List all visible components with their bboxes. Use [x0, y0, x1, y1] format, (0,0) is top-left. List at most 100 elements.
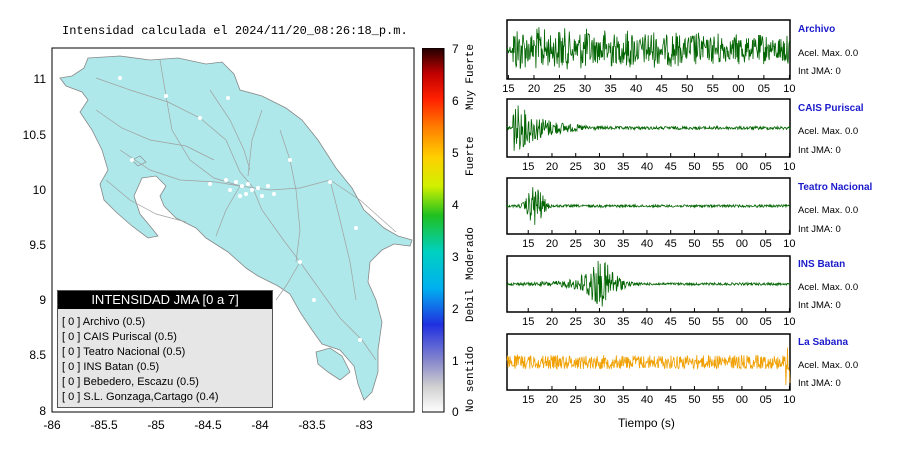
map-xtick: -83: [355, 418, 373, 432]
colorbar-tick: 1: [452, 354, 459, 368]
trace-tick-label: 30: [593, 316, 605, 328]
trace-tick-label: 30: [593, 161, 605, 173]
trace-tick-label: 35: [617, 316, 629, 328]
trace-tick-label: 55: [707, 83, 719, 95]
station-jma: Int JMA: 0: [798, 224, 841, 235]
trace-tick-label: 15: [522, 394, 534, 406]
legend-item: [ 0 ] INS Batan (0.5): [62, 361, 160, 373]
trace-tick-label: 05: [760, 161, 772, 173]
station-name: Teatro Nacional: [798, 182, 873, 193]
trace-tick-label: 20: [528, 83, 540, 95]
station-acel: Acel. Max. 0.0: [798, 282, 859, 293]
station-acel: Acel. Max. 0.0: [798, 205, 859, 216]
waveform-line: [506, 187, 791, 225]
land-polygon: [59, 55, 413, 401]
trace-tick-label: 10: [783, 83, 795, 95]
colorbar-tick: 2: [452, 302, 459, 316]
legend-title: INTENSIDAD JMA [0 a 7]: [58, 291, 272, 309]
trace-tick-label: 55: [712, 161, 724, 173]
map-ytick: 8: [39, 404, 46, 418]
peninsula-osa: [315, 347, 351, 381]
map-ytick: 11: [33, 72, 46, 86]
trace-tick-label: 45: [665, 316, 677, 328]
trace-tick-label: 45: [665, 238, 677, 250]
map-xtick: -83.5: [298, 418, 326, 432]
trace-tick-label: 50: [688, 394, 700, 406]
waveform-line: [506, 260, 791, 307]
trace-tick-label: 10: [783, 161, 795, 173]
trace-tick-label: 35: [617, 394, 629, 406]
intensity-colorbar: [422, 48, 445, 413]
trace-tick-label: 05: [760, 316, 772, 328]
trace-tick-label: 45: [656, 83, 668, 95]
trace-tick-label: 15: [522, 316, 534, 328]
intensity-legend: INTENSIDAD JMA [0 a 7] [ 0 ] Archivo (0.…: [57, 290, 273, 408]
trace-tick-label: 05: [760, 238, 772, 250]
colorbar-tick: 3: [452, 250, 459, 264]
trace-tick-label: 30: [579, 83, 591, 95]
trace-tick-label: 55: [712, 238, 724, 250]
map-ytick: 9.5: [29, 238, 46, 252]
trace-tick-label: 25: [570, 394, 582, 406]
waveform-line: [506, 27, 791, 70]
trace-tick-label: 25: [570, 161, 582, 173]
trace-tick-label: 00: [736, 394, 748, 406]
isla-chira: [131, 155, 147, 167]
costa-rica-land: [59, 55, 413, 401]
legend-item: [ 0 ] CAIS Puriscal (0.5): [62, 331, 177, 343]
waveform-line: [506, 347, 791, 386]
trace-tick-label: 05: [760, 394, 772, 406]
map-ytick: 10.5: [22, 128, 46, 142]
map-ytick: 10: [32, 183, 46, 197]
trace-tick-label: 15: [502, 83, 514, 95]
trace-tick-label: 50: [681, 83, 693, 95]
station-acel: Acel. Max. 0.0: [798, 48, 859, 59]
station-name: Archivo: [798, 24, 836, 35]
map-title: Intensidad calculada el 2024/11/20_08:26…: [62, 24, 408, 38]
station-name: CAIS Puriscal: [798, 103, 864, 114]
station-acel: Acel. Max. 0.0: [798, 360, 859, 371]
trace-tick-label: 45: [665, 161, 677, 173]
map-xtick: -84: [251, 418, 269, 432]
station-name: La Sabana: [798, 337, 849, 348]
time-axis-title: Tiempo (s): [618, 416, 675, 430]
trace-tick-label: 10: [783, 238, 795, 250]
colorbar-tick: 6: [452, 94, 459, 108]
trace-tick-label: 00: [736, 238, 748, 250]
trace-tick-label: 35: [617, 238, 629, 250]
station-jma: Int JMA: 0: [798, 300, 841, 311]
map-xtick: -85.5: [90, 418, 118, 432]
trace-tick-label: 40: [641, 316, 653, 328]
trace-tick-label: 00: [732, 83, 744, 95]
trace-tick-label: 10: [783, 316, 795, 328]
trace-tick-label: 40: [630, 83, 642, 95]
station-jma: Int JMA: 0: [798, 145, 841, 156]
trace-tick-label: 20: [546, 161, 558, 173]
trace-tick-label: 40: [641, 394, 653, 406]
trace-tick-label: 40: [641, 161, 653, 173]
trace-tick-label: 05: [758, 83, 770, 95]
trace-tick-label: 35: [617, 161, 629, 173]
trace-tick-label: 00: [736, 161, 748, 173]
trace-tick-label: 50: [688, 161, 700, 173]
trace-tick-label: 50: [688, 238, 700, 250]
trace-tick-label: 20: [546, 394, 558, 406]
legend-item: [ 0 ] Teatro Nacional (0.5): [62, 346, 186, 358]
trace-tick-label: 25: [553, 83, 565, 95]
legend-item: [ 0 ] Bebedero, Escazu (0.5): [62, 376, 199, 388]
trace-tick-label: 25: [570, 316, 582, 328]
legend-item: [ 0 ] Archivo (0.5): [62, 316, 146, 328]
trace-tick-label: 20: [546, 238, 558, 250]
colorbar-tick: 5: [452, 146, 459, 160]
map-ytick: 8.5: [29, 348, 46, 362]
trace-tick-label: 20: [546, 316, 558, 328]
waveform-line: [506, 105, 791, 151]
trace-tick-label: 55: [712, 394, 724, 406]
colorbar-tick: 7: [452, 42, 459, 56]
trace-tick-label: 40: [641, 238, 653, 250]
map-xtick: -85: [147, 418, 165, 432]
station-jma: Int JMA: 0: [798, 378, 841, 389]
station-jma: Int JMA: 0: [798, 66, 841, 77]
station-dots: [118, 76, 362, 342]
